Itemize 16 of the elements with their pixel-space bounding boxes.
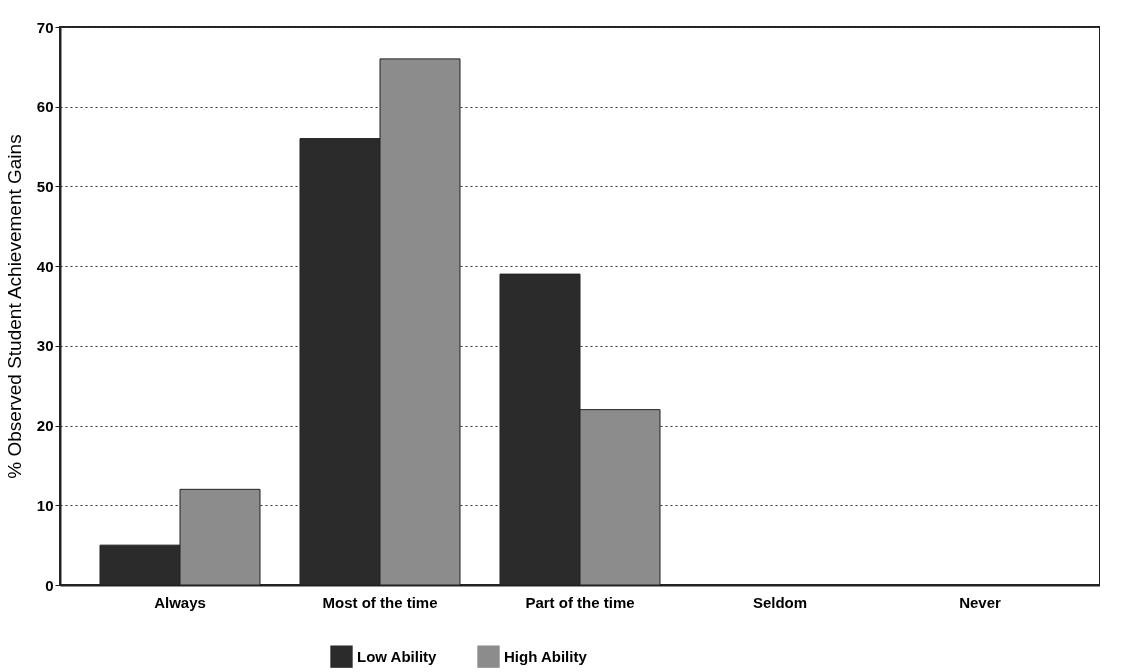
y-tick-label: 10 <box>36 496 54 514</box>
x-tick-label: Never <box>959 593 1002 611</box>
x-tick-label: Part of the time <box>525 593 635 611</box>
x-tick-label: Always <box>154 593 206 611</box>
y-tick-label: 20 <box>36 417 54 435</box>
x-tick-label: Seldom <box>752 593 808 611</box>
y-tick-label: 40 <box>36 257 54 275</box>
y-tick-label: 0 <box>45 576 54 594</box>
x-tick-label: Most of the time <box>322 593 438 611</box>
y-tick-label: 30 <box>36 337 54 355</box>
y-axis-title: % Observed Student Achievement Gains <box>3 134 25 479</box>
y-tick-label: 50 <box>36 177 54 195</box>
legend-label: High Ability <box>504 647 588 665</box>
legend-label: Low Ability <box>357 647 438 665</box>
y-tick-label: 60 <box>36 98 54 116</box>
y-tick-label: 70 <box>36 18 54 36</box>
